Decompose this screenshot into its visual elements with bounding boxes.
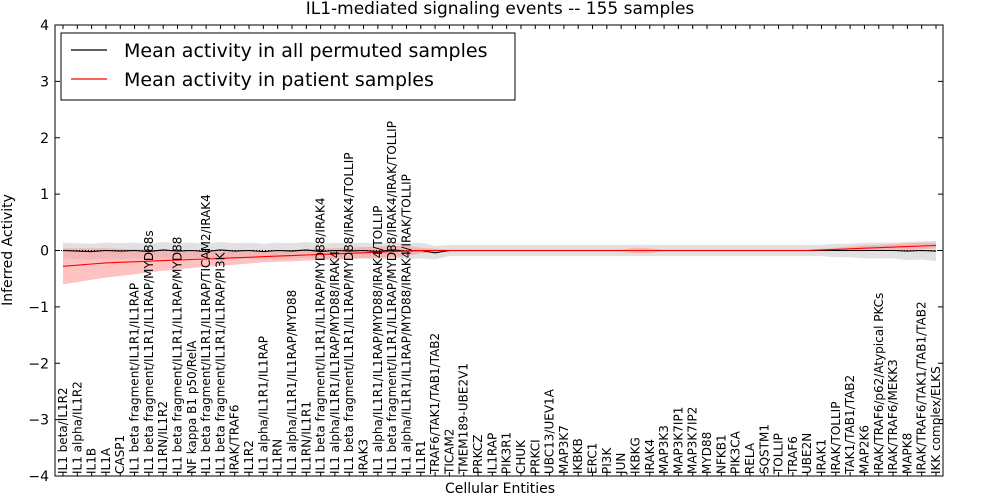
entity-label: IL1 beta fragment/IL1R1/IL1RAP/MYD88/IRA… xyxy=(385,121,399,474)
entity-label: IL1A xyxy=(99,447,113,474)
entity-label: IL1RN xyxy=(271,439,285,474)
entity-label: IL1R2 xyxy=(242,440,256,474)
entity-label: CHUK xyxy=(514,439,528,474)
entity-label: IL1RN/IL1R1 xyxy=(299,401,313,474)
entity-label: ERC1 xyxy=(586,443,600,474)
entity-label: IL1 beta fragment/IL1R1/IL1RAP/MYD88/IRA… xyxy=(342,152,356,473)
entity-label: MAP3K7 xyxy=(557,425,571,474)
entity-label: IL1 beta/IL1R2 xyxy=(56,387,70,474)
entity-label: IL1 alpha/IL1R1/IL1RAP/MYD88/IRAK4/IRAK/… xyxy=(400,174,414,474)
entity-label: IL1 alpha/IL1R2 xyxy=(70,381,84,474)
entity-label: MAPK8 xyxy=(900,433,914,474)
x-axis-label: Cellular Entities xyxy=(445,481,555,497)
entity-label: NF kappa B1 p50/RelA xyxy=(185,340,199,474)
entity-label: NFKB1 xyxy=(714,434,728,474)
entity-label: IRAK4 xyxy=(643,439,657,474)
entity-label: IRAK/TRAF6/TAK1/TAB1/TAB2 xyxy=(915,301,929,474)
entity-label: MYD88 xyxy=(700,432,714,474)
entity-label: TMEM189-UBE2V1 xyxy=(457,363,471,475)
y-tick-label: 0 xyxy=(40,244,49,260)
entity-label: IL1 alpha/IL1R1/IL1RAP/MYD88 xyxy=(285,290,299,474)
entity-label: IKBKB xyxy=(571,438,585,474)
patient-band xyxy=(63,242,936,285)
legend-label-patient: Mean activity in patient samples xyxy=(124,69,434,91)
entity-label: IRAK/TRAF6/MEKK3 xyxy=(886,359,900,474)
entity-label: IL1 alpha/IL1R1/IL1RAP xyxy=(256,336,270,474)
entity-label: IL1 alpha/IL1R1/IL1RAP/MYD88/IRAK4 xyxy=(328,251,342,474)
entity-label: PRKCI xyxy=(528,439,542,474)
y-tick-label: 4 xyxy=(40,18,49,34)
entity-label: TAK1/TAB1/TAB2 xyxy=(843,375,857,475)
entity-label: IRAK/TRAF6/p62/Atypical PKCs xyxy=(872,293,886,474)
entity-label: TRAF6/TAK1/TAB1/TAB2 xyxy=(428,333,442,475)
entity-label: IL1B xyxy=(85,448,99,474)
entity-label: IKBKG xyxy=(629,437,643,474)
entity-label: IL1 beta fragment/IL1R1/IL1RAP xyxy=(128,283,142,474)
entity-label: PIK3R1 xyxy=(500,432,514,474)
entity-label: IL1R1 xyxy=(414,440,428,474)
entity-label: IRAK1 xyxy=(815,439,829,474)
entity-label: RELA xyxy=(743,442,757,474)
entity-label: MAP2K6 xyxy=(857,425,871,474)
legend-label-permuted: Mean activity in all permuted samples xyxy=(124,40,487,62)
x-axis: IL1 beta/IL1R2 IL1 alpha/IL1R2 IL1B IL1A CAS… xyxy=(56,25,943,476)
entity-label: IL1 beta fragment/IL1R1/IL1RAP/PI3K xyxy=(213,251,227,474)
legend: Mean activity in all permuted samples Me… xyxy=(60,32,516,101)
entity-label: TOLLIP xyxy=(772,433,786,475)
entity-label: JUN xyxy=(614,453,628,475)
chart-title: IL1-mediated signaling events -- 155 sam… xyxy=(306,0,695,19)
plot-area xyxy=(55,240,943,285)
entity-label: IL1 beta fragment/IL1R1/IL1RAP/TICAM2/IR… xyxy=(199,194,213,474)
entity-label: IRAK/TRAF6 xyxy=(228,405,242,474)
entity-label: IL1 alpha/IL1R1/IL1RAP/MYD88/IRAK4/TOLLI… xyxy=(371,206,385,474)
entity-label: PI3K xyxy=(600,447,614,474)
entity-label: UBC13/UEV1A xyxy=(543,388,557,474)
entity-label: TRAF6 xyxy=(786,436,800,475)
entity-label: PIK3CA xyxy=(729,430,743,474)
y-tick-label: −3 xyxy=(28,413,49,429)
entity-label: SQSTM1 xyxy=(757,424,771,474)
entity-label: MAP3K3 xyxy=(657,425,671,474)
entity-label: CASP1 xyxy=(113,435,127,474)
patient-series-line xyxy=(62,244,937,267)
entity-label: IRAK3 xyxy=(357,439,371,474)
legend-box xyxy=(60,32,516,101)
entity-label: IL1 beta fragment/IL1R1/IL1RAP/MYD88/IRA… xyxy=(314,197,328,474)
entity-label: IRAK/TOLLIP xyxy=(829,402,843,474)
entity-label: IL1RAP xyxy=(485,433,499,474)
entity-label: PRKCZ xyxy=(471,435,485,474)
y-tick-label: −1 xyxy=(28,300,49,316)
entity-label: MAP3K7IP1 xyxy=(671,407,685,474)
y-axis: 4 3 2 1 0 −1 −2 −3 −4 xyxy=(28,18,943,485)
y-tick-label: 1 xyxy=(40,187,49,203)
y-tick-label: −2 xyxy=(28,356,49,372)
y-axis-label: Inferred Activity xyxy=(0,194,16,306)
entity-label: UBE2N xyxy=(800,433,814,474)
entity-label: MAP3K7IP2 xyxy=(686,407,700,474)
entity-label: IKK complex/ELKS xyxy=(929,366,943,474)
entity-label: IL1RN/IL1R2 xyxy=(156,401,170,474)
y-tick-label: 2 xyxy=(40,131,49,147)
entity-label: IL1 beta fragment/IL1R1/IL1RAP/MYD88s xyxy=(142,230,156,474)
y-tick-label: 3 xyxy=(40,74,49,90)
entity-label: IL1 beta fragment/IL1R1/IL1RAP/MYD88 xyxy=(171,237,185,474)
entity-label: TICAM2 xyxy=(442,429,456,475)
y-tick-label: −4 xyxy=(28,469,49,485)
